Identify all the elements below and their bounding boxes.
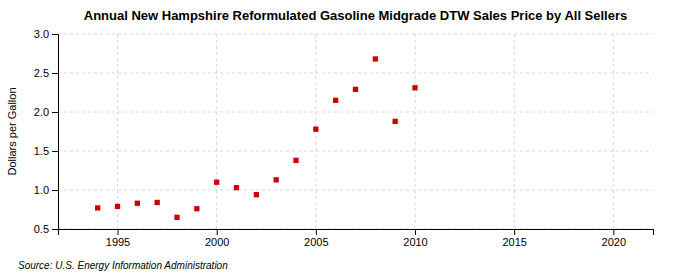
tick: 3.0 — [34, 28, 58, 40]
tick-label: 2010 — [403, 236, 427, 248]
point — [234, 185, 239, 190]
tick-label: 2.0 — [34, 106, 49, 118]
x-axis: 1995 2000 2005 2010 2015 2020 — [59, 229, 654, 248]
point — [393, 119, 398, 124]
point — [412, 85, 417, 90]
point — [115, 204, 120, 209]
tick-mark — [52, 229, 58, 230]
source: Source: U.S. Energy Information Administ… — [18, 260, 228, 271]
tick: 2015 — [502, 229, 526, 248]
point — [135, 201, 140, 206]
point — [274, 177, 279, 182]
grid-line — [216, 34, 217, 229]
tick: 0.5 — [34, 223, 58, 235]
axis-line — [52, 35, 59, 230]
grid-line — [514, 34, 515, 229]
tick-mark — [52, 73, 58, 74]
grid-line — [58, 34, 653, 35]
tick: 2.5 — [34, 67, 58, 79]
point — [293, 158, 298, 163]
tick-mark — [52, 34, 58, 35]
tick: 2000 — [205, 229, 229, 248]
grid-line — [415, 34, 416, 229]
y-axis: 0.5 1.0 1.5 2.0 2.5 3.0 — [34, 28, 59, 235]
tick-label: 2020 — [602, 236, 626, 248]
grid-line — [117, 34, 118, 229]
tick-mark — [316, 229, 317, 235]
tick-mark — [514, 229, 515, 235]
grid-line — [58, 112, 653, 113]
point — [313, 127, 318, 132]
tick: 1.5 — [34, 145, 58, 157]
point — [254, 192, 259, 197]
title: Annual New Hampshire Reformulated Gasoli… — [84, 8, 628, 23]
tick-mark — [118, 229, 119, 235]
tick-mark — [613, 229, 614, 235]
grid-line — [58, 151, 653, 152]
y-axis-label: Dollars per Gallon — [6, 87, 18, 175]
point — [194, 206, 199, 211]
tick-label: 2015 — [502, 236, 526, 248]
point — [95, 205, 100, 210]
point — [174, 215, 179, 220]
chart: 1995 2000 2005 2010 2015 2020 0.5 1.0 1.5 2.0 2.5 3… — [0, 0, 675, 275]
point — [373, 56, 378, 61]
tick-mark — [217, 229, 218, 235]
tick-label: 2.5 — [34, 67, 49, 79]
tick: 2020 — [602, 229, 626, 248]
grid-line — [58, 73, 653, 74]
tick-label: 0.5 — [34, 223, 49, 235]
tick: 2010 — [403, 229, 427, 248]
tick-label: 1.0 — [34, 184, 49, 196]
axis-line — [59, 230, 654, 236]
tick: 2005 — [304, 229, 328, 248]
point — [333, 98, 338, 103]
tick: 1.0 — [34, 184, 58, 196]
tick-label: 3.0 — [34, 28, 49, 40]
tick-label: 1.5 — [34, 145, 49, 157]
tick-mark — [415, 229, 416, 235]
point — [353, 87, 358, 92]
plot: 1995 2000 2005 2010 2015 2020 0.5 1.0 1.5 2.0 2.5 3… — [34, 28, 654, 248]
marks — [95, 56, 418, 220]
tick: 2.0 — [34, 106, 58, 118]
grid-line — [58, 190, 653, 191]
grid-line — [613, 34, 614, 229]
point — [155, 200, 160, 205]
tick-mark — [52, 112, 58, 113]
tick-mark — [52, 190, 58, 191]
grid — [58, 34, 653, 229]
tick: 1995 — [106, 229, 130, 248]
tick-label: 1995 — [106, 236, 130, 248]
point — [214, 180, 219, 185]
tick-label: 2000 — [205, 236, 229, 248]
tick-mark — [52, 151, 58, 152]
tick-label: 2005 — [304, 236, 328, 248]
